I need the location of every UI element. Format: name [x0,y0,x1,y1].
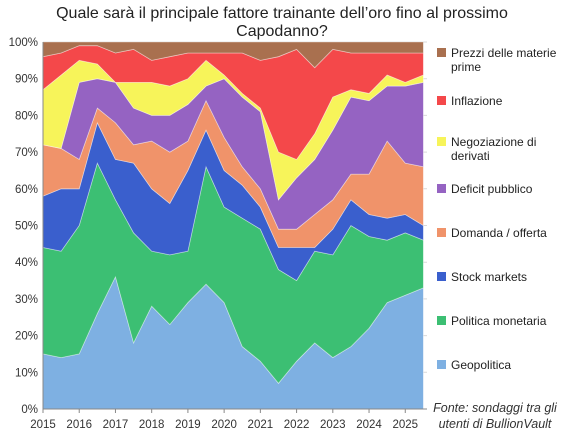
x-tick-label: 2022 [284,419,310,431]
x-tick-label: 2024 [356,419,382,431]
y-tick-label: 80% [15,110,38,122]
y-tick-label: 50% [15,221,38,233]
y-tick-label: 20% [15,331,38,343]
tick-labels: 0% 10% 20% 30% 40% 50% 60% 70% 80% 90% 100% 2015 201… [9,37,418,431]
y-tick-label: 70% [15,147,38,159]
y-tick-label: 10% [15,367,38,379]
source-note-line-2: utenti di BullionVault [439,417,552,431]
x-tick-label: 2021 [248,419,274,431]
legend-swatch [437,360,446,369]
legend-swatch [437,184,446,193]
chart-title-line-2: Capodanno? [236,23,328,40]
x-tick-label: 2019 [175,419,201,431]
legend-label: derivati [451,149,490,163]
y-tick-label: 60% [15,184,38,196]
x-tick-label: 2025 [392,419,418,431]
source-note-line-1: Fonte: sondaggi tra gli [433,401,558,415]
x-tick-label: 2020 [211,419,237,431]
legend-label: prime [451,60,481,74]
x-tick-label: 2018 [139,419,165,431]
axes [42,42,427,413]
y-tick-label: 90% [15,74,38,86]
legend-swatch [437,137,446,146]
area-prezzi-delle-materie-prime [42,41,424,69]
legend-swatch [437,272,446,281]
legend-label: Politica monetaria [451,314,547,328]
x-tick-label: 2017 [103,419,129,431]
y-tick-label: 40% [15,257,38,269]
legend-swatch [437,96,446,105]
legend-label: Domanda / offerta [451,226,547,240]
legend-swatch [437,316,446,325]
legend-swatch [437,228,446,237]
y-tick-label: 100% [9,37,38,49]
x-tick-label: 2016 [66,419,92,431]
legend-label: Geopolitica [451,358,511,372]
area-series [42,41,424,410]
y-tick-label: 30% [15,294,38,306]
legend-label: Negoziazione di [451,135,536,149]
legend-label: Stock markets [451,270,527,284]
chart-title-line-1: Quale sarà il principale fattore trainan… [56,5,508,22]
legend-label: Prezzi delle materie [451,46,557,60]
x-tick-label: 2015 [30,419,56,431]
x-tick-label: 2023 [320,419,346,431]
legend-swatch [437,48,446,57]
legend-label: Inflazione [451,94,503,108]
legend-label: Deficit pubblico [451,182,533,196]
y-tick-label: 0% [21,404,38,416]
